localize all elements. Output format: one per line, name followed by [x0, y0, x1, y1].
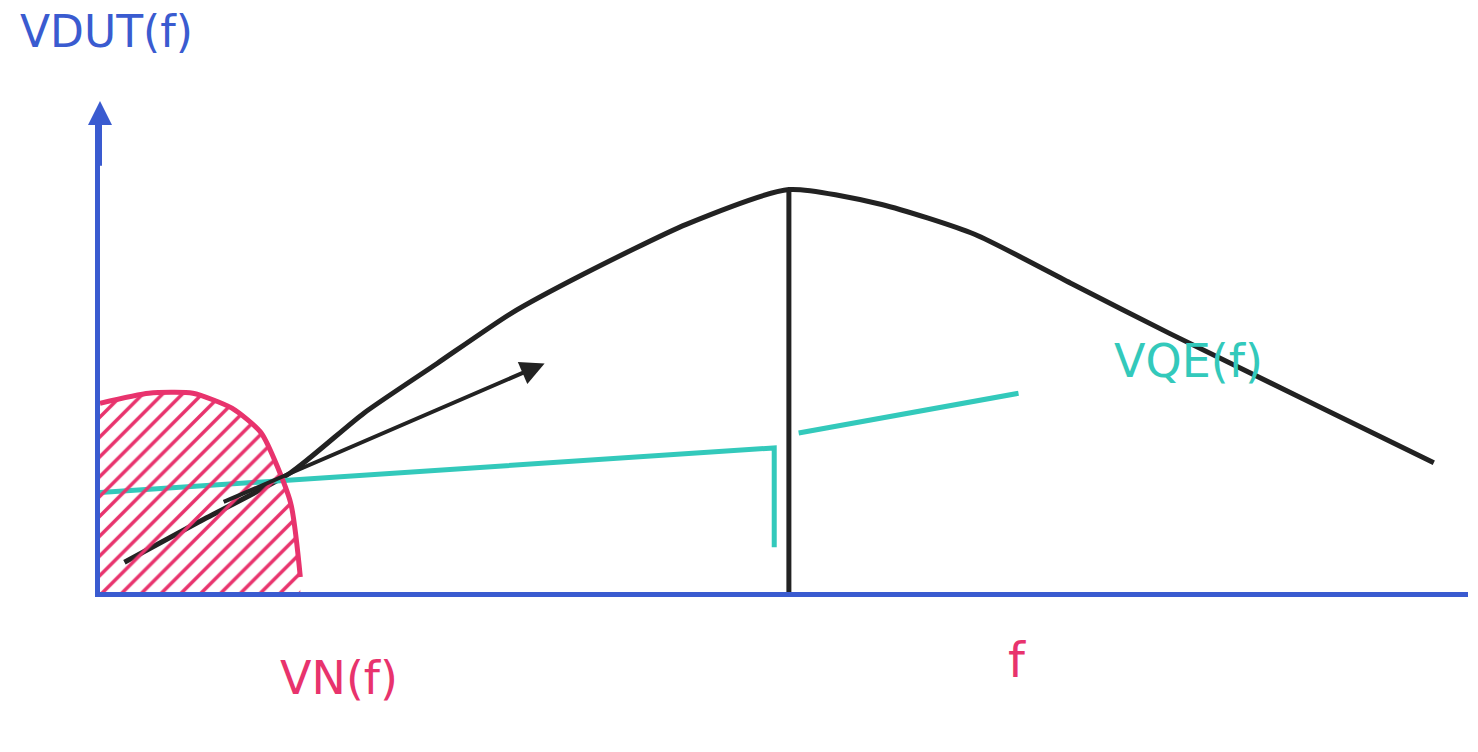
svg-text:VQE(f): VQE(f)	[1114, 334, 1263, 388]
svg-text:VN(f): VN(f)	[280, 651, 398, 705]
svg-text:f: f	[1008, 632, 1026, 688]
svg-text:VDUT(f): VDUT(f)	[20, 6, 193, 57]
